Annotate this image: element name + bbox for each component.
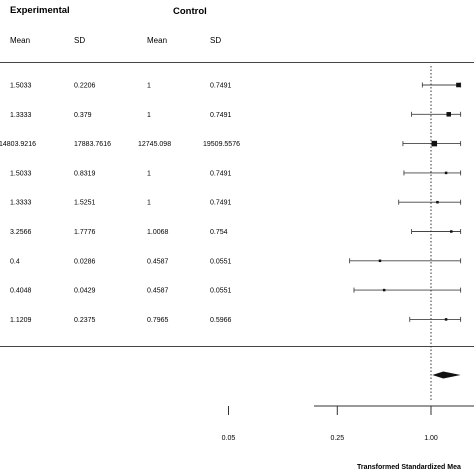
- point-estimate: [431, 140, 438, 147]
- ctl-mean-cell: 12745.098: [138, 141, 171, 148]
- exp-sd-cell: 17883.7616: [74, 141, 111, 148]
- ctl-mean-cell: 1: [147, 200, 151, 207]
- ctl-mean-cell: 1: [147, 170, 151, 177]
- exp-mean-cell: 1.5033: [10, 83, 32, 90]
- ctl-mean-header: Mean: [147, 36, 167, 45]
- ctl-mean-cell: 1: [147, 83, 151, 90]
- rows-layer: 1.5033 0.2206 1 0.7491 1.3333 0.379 1 0.7491 148…: [0, 83, 240, 324]
- control-header: Control: [173, 6, 207, 17]
- point-estimate: [450, 230, 453, 233]
- ctl-mean-cell: 0.4587: [147, 288, 169, 295]
- exp-mean-cell: 0.4: [10, 258, 20, 265]
- marks-layer: [349, 66, 462, 402]
- exp-sd-cell: 1.5251: [74, 200, 96, 207]
- exp-mean-cell: 3.2566: [10, 229, 32, 236]
- point-estimate: [444, 171, 448, 175]
- exp-sd-cell: 0.0429: [74, 288, 96, 295]
- ctl-sd-cell: 0.7491: [210, 170, 232, 177]
- ctl-mean-cell: 0.7965: [147, 317, 169, 324]
- ctl-sd-cell: 0.7491: [210, 112, 232, 119]
- point-estimate: [436, 200, 439, 204]
- exp-sd-cell: 1.7776: [74, 229, 96, 236]
- exp-sd-header: SD: [74, 36, 85, 45]
- exp-sd-cell: 0.0286: [74, 258, 96, 265]
- point-estimate: [378, 259, 382, 263]
- exp-mean-cell: 0.4048: [10, 288, 32, 295]
- x-axis: 0.05 0.25 1.00: [222, 405, 474, 442]
- summary-diamond: [432, 371, 461, 379]
- ctl-sd-cell: 0.7491: [210, 83, 232, 90]
- point-estimate: [456, 82, 461, 88]
- exp-mean-cell: 1.3333: [10, 112, 32, 119]
- exp-mean-cell: 1.3333: [10, 200, 32, 207]
- point-estimate: [446, 112, 451, 117]
- experimental-header: Experimental: [10, 5, 70, 16]
- exp-sd-cell: 0.2375: [74, 317, 96, 324]
- x-tick-label: 0.25: [330, 435, 344, 442]
- point-estimate: [382, 288, 386, 292]
- exp-sd-cell: 0.8319: [74, 170, 96, 177]
- ctl-mean-cell: 1: [147, 112, 151, 119]
- exp-mean-cell: 1.1209: [10, 317, 32, 324]
- ctl-mean-cell: 1.0068: [147, 229, 169, 236]
- ctl-sd-header: SD: [210, 36, 221, 45]
- ctl-sd-cell: 0.0551: [210, 288, 232, 295]
- exp-sd-cell: 0.2206: [74, 83, 96, 90]
- exp-mean-cell: 1.5033: [10, 170, 32, 177]
- exp-sd-cell: 0.379: [74, 112, 92, 119]
- x-tick-label: 1.00: [424, 435, 438, 442]
- ctl-sd-cell: 0.7491: [210, 200, 232, 207]
- point-estimate: [444, 318, 448, 321]
- exp-mean-header: Mean: [10, 36, 30, 45]
- ctl-sd-cell: 0.0551: [210, 258, 232, 265]
- ctl-sd-cell: 19509.5576: [203, 141, 240, 148]
- x-tick-label: 0.05: [222, 435, 236, 442]
- x-axis-label: Transformed Standardized Mea: [357, 464, 461, 471]
- ctl-mean-cell: 0.4587: [147, 258, 169, 265]
- ctl-sd-cell: 0.754: [210, 229, 228, 236]
- exp-mean-cell: 14803.9216: [0, 141, 36, 148]
- ctl-sd-cell: 0.5966: [210, 317, 232, 324]
